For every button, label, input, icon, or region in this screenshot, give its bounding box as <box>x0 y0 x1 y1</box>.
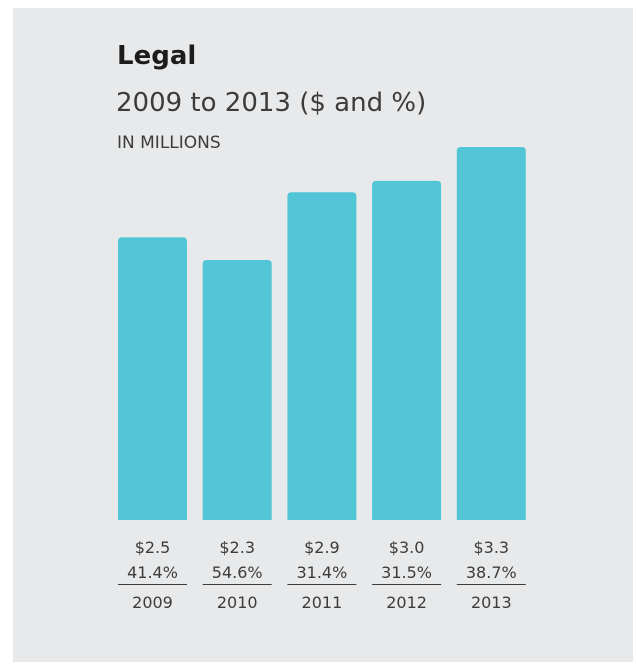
percent-label-2012: 31.5% <box>381 563 432 582</box>
percent-label-2009: 41.4% <box>127 563 178 582</box>
units-label: IN MILLIONS <box>117 133 221 153</box>
value-label-2012: $3.0 <box>389 538 425 557</box>
bar-2009 <box>118 237 187 520</box>
year-label-2012: 2012 <box>386 593 427 612</box>
value-label-2010: $2.3 <box>219 538 255 557</box>
value-label-2013: $3.3 <box>473 538 509 557</box>
percent-label-2010: 54.6% <box>212 563 263 582</box>
year-label-2010: 2010 <box>217 593 258 612</box>
year-label-2011: 2011 <box>302 593 343 612</box>
value-label-2009: $2.5 <box>135 538 171 557</box>
value-label-2011: $2.9 <box>304 538 340 557</box>
year-label-2009: 2009 <box>132 593 173 612</box>
percent-label-2011: 31.4% <box>296 563 347 582</box>
bar-2012 <box>372 180 442 520</box>
bar-2010 <box>202 260 272 520</box>
chart-title: Legal <box>117 41 197 71</box>
bar-2011 <box>287 192 357 520</box>
chart-subtitle: 2009 to 2013 ($ and %) <box>116 88 427 118</box>
bar-2013 <box>456 147 526 520</box>
percent-label-2013: 38.7% <box>466 563 517 582</box>
year-label-2013: 2013 <box>471 593 512 612</box>
